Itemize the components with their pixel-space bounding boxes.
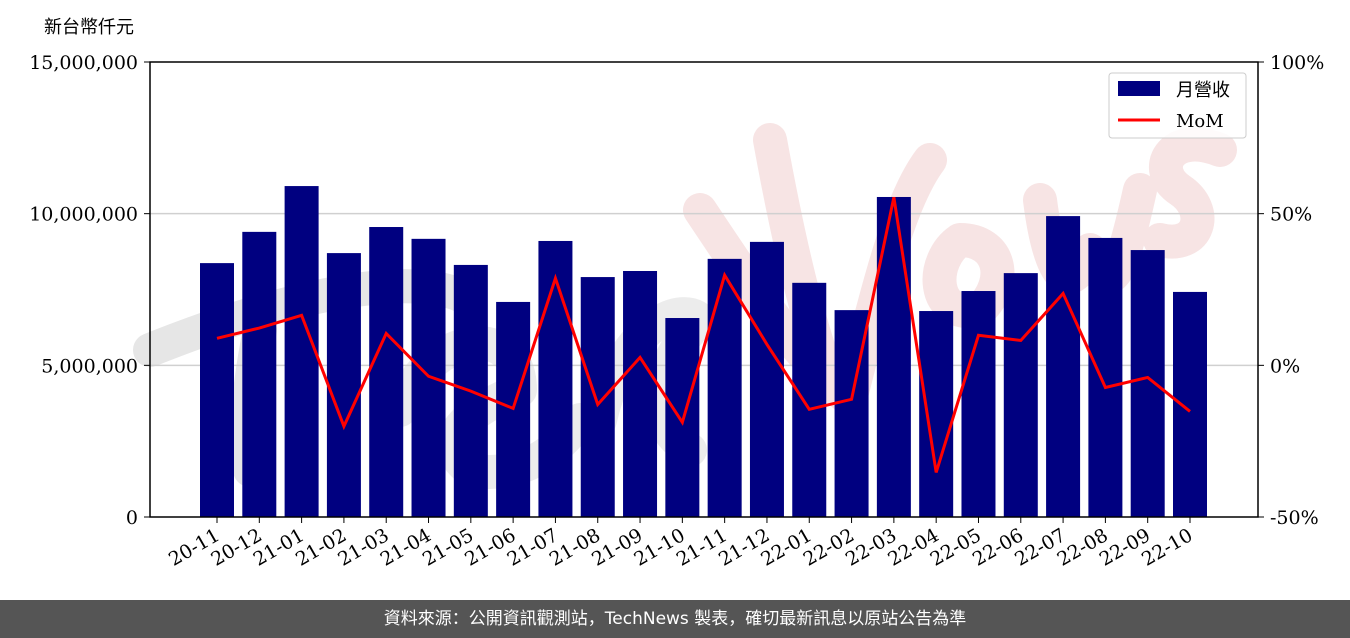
bar-22-10 xyxy=(1173,291,1207,517)
bar-21-04 xyxy=(411,238,446,518)
bar-20-11 xyxy=(200,263,234,517)
bar-20-12 xyxy=(242,231,277,517)
bar-21-12 xyxy=(749,241,784,518)
bar-21-11 xyxy=(707,258,742,517)
legend-label-line: MoM xyxy=(1176,111,1224,132)
bar-22-09 xyxy=(1130,250,1165,518)
bar-22-03 xyxy=(876,196,911,517)
bar-22-05 xyxy=(961,291,996,517)
y-tick-label: 10,000,000 xyxy=(29,204,138,226)
y2-tick-label: 50% xyxy=(1270,204,1312,226)
y2-tick-label: 0% xyxy=(1270,355,1300,377)
mom-line xyxy=(216,196,1191,473)
bar-21-09 xyxy=(623,270,658,517)
bar-21-01 xyxy=(284,186,319,517)
bar-22-06 xyxy=(1003,273,1038,517)
y2-tick-label: -50% xyxy=(1270,507,1319,529)
bar-21-07 xyxy=(538,240,573,517)
y2-tick-label: 100% xyxy=(1270,52,1324,74)
y-tick-label: 0 xyxy=(126,507,138,529)
plot-frame xyxy=(149,61,1259,518)
y-tick-label: 15,000,000 xyxy=(29,52,138,74)
chart: 0 5,000,000 10,000,000 15,000,000 -50% 0% 50% 1… xyxy=(29,17,1324,571)
legend: 月營收 MoM xyxy=(1108,72,1247,139)
footer-source: 資料來源：公開資訊觀測站，TechNews 製表，確切最新訊息以原站公告為準 xyxy=(0,600,1350,638)
bar-22-07 xyxy=(1046,216,1081,518)
bar-21-02 xyxy=(326,253,361,517)
legend-swatch-bar xyxy=(1118,81,1160,96)
y-tick-label: 5,000,000 xyxy=(41,355,138,377)
bar-22-01 xyxy=(792,282,827,517)
y-axis-label: 新台幣仟元 xyxy=(44,17,134,38)
bar-22-04 xyxy=(919,311,954,517)
legend-label-bar: 月營收 xyxy=(1176,80,1230,101)
bar-21-03 xyxy=(369,227,404,517)
bar-21-08 xyxy=(580,277,615,517)
bar-22-08 xyxy=(1088,237,1123,517)
